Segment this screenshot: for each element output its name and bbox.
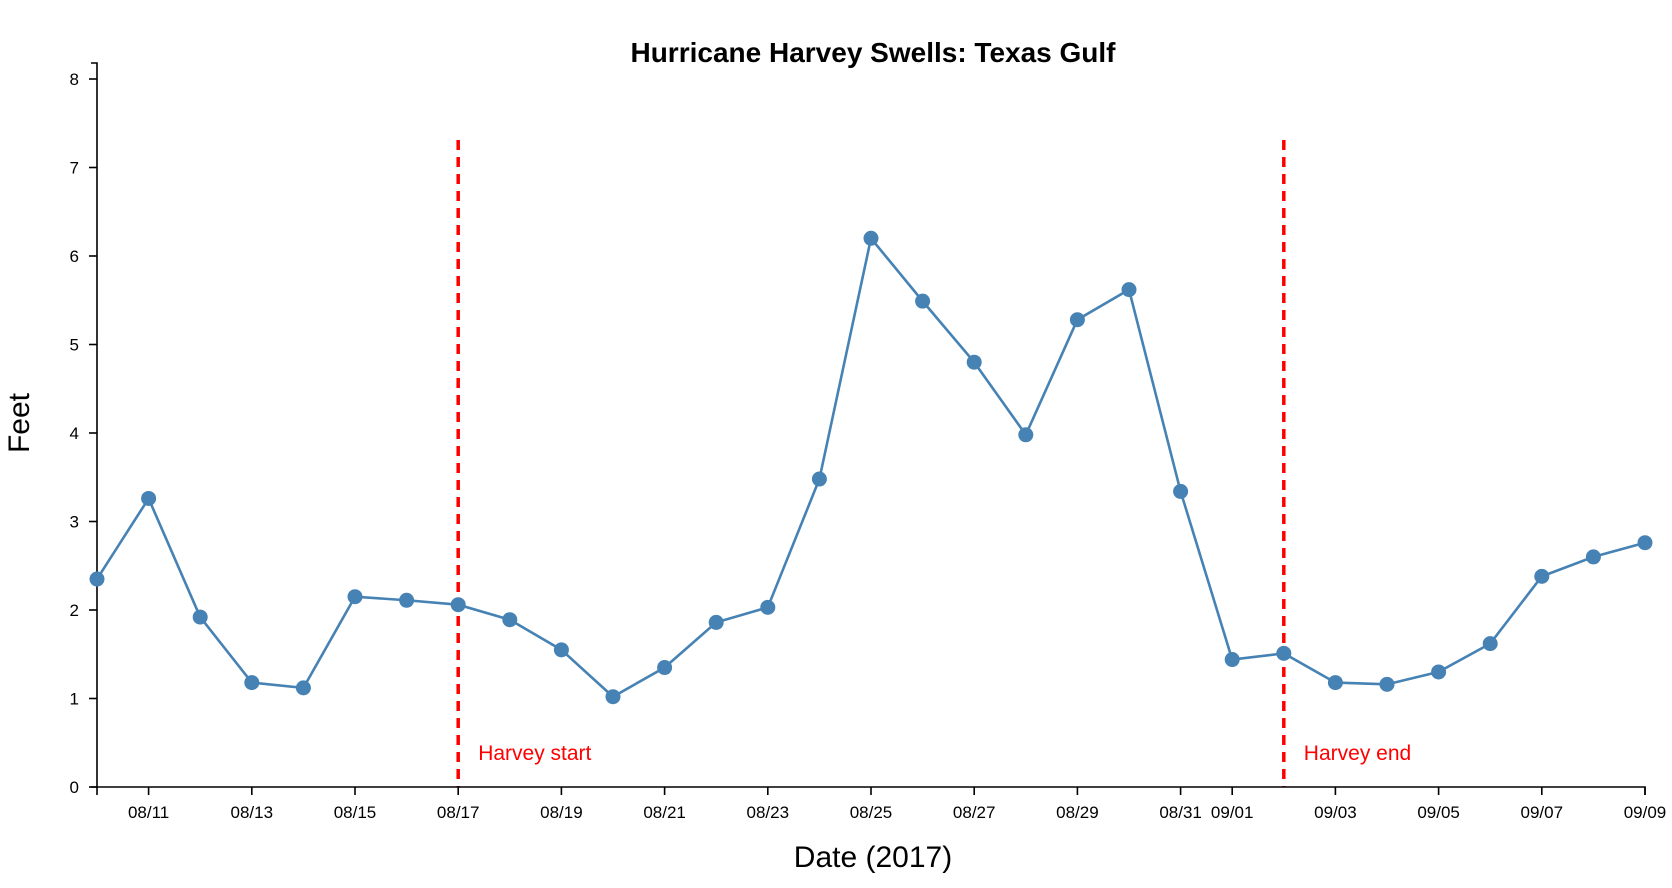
chart-title: Hurricane Harvey Swells: Texas Gulf	[630, 37, 1116, 68]
y-tick-label: 1	[70, 690, 79, 709]
event-label: Harvey end	[1304, 742, 1411, 765]
data-point[interactable]	[1637, 535, 1653, 551]
data-point[interactable]	[1069, 312, 1085, 328]
y-tick-label: 3	[70, 513, 79, 532]
x-tick-label: 09/09	[1624, 803, 1667, 822]
x-tick-label: 08/13	[231, 803, 274, 822]
x-tick-label: 08/21	[643, 803, 686, 822]
data-point[interactable]	[1585, 549, 1601, 565]
x-tick-label: 08/15	[334, 803, 377, 822]
x-tick-label: 09/07	[1521, 803, 1564, 822]
x-tick-label: 08/11	[128, 803, 169, 822]
x-tick-label: 08/17	[437, 803, 480, 822]
y-axis-line	[91, 62, 98, 788]
x-tick-label: 08/23	[747, 803, 790, 822]
data-point[interactable]	[553, 642, 569, 658]
y-axis-title: Feet	[3, 392, 36, 453]
data-point[interactable]	[295, 680, 311, 696]
y-tick-label: 5	[70, 336, 79, 355]
x-tick-label: 08/29	[1056, 803, 1099, 822]
y-tick-label: 8	[70, 70, 79, 89]
data-point[interactable]	[1018, 427, 1034, 443]
data-point[interactable]	[863, 230, 879, 246]
x-tick-label: 09/05	[1417, 803, 1460, 822]
y-tick-label: 4	[70, 424, 79, 443]
data-point[interactable]	[708, 614, 724, 630]
data-point[interactable]	[347, 589, 363, 605]
y-tick-label: 0	[70, 778, 79, 797]
x-tick-label: 09/03	[1314, 803, 1357, 822]
data-point[interactable]	[1431, 664, 1447, 680]
series-layer	[89, 230, 1653, 705]
data-point[interactable]	[502, 612, 518, 628]
y-tick-label: 2	[70, 601, 79, 620]
y-tick-label: 6	[70, 247, 79, 266]
data-point[interactable]	[760, 599, 776, 615]
event-annotations: Harvey start Harvey end	[456, 140, 1411, 787]
axes: 0 1 2 3 4 5 6 7 8 08/11 08/13 08/15 08/17 08/19 08/21 0…	[70, 62, 1667, 822]
data-point[interactable]	[1534, 568, 1550, 584]
data-point[interactable]	[605, 689, 621, 705]
data-point[interactable]	[1482, 636, 1498, 652]
data-point[interactable]	[244, 675, 260, 691]
data-point[interactable]	[1224, 652, 1240, 668]
data-point[interactable]	[1276, 645, 1292, 661]
x-axis-title: Date (2017)	[794, 841, 952, 874]
data-point[interactable]	[399, 592, 415, 608]
data-point[interactable]	[1327, 675, 1343, 691]
x-tick-label: 08/31	[1159, 803, 1202, 822]
data-point[interactable]	[966, 354, 982, 370]
data-point[interactable]	[89, 571, 105, 587]
data-point[interactable]	[450, 597, 466, 613]
x-tick-label: 09/01	[1211, 803, 1254, 822]
x-tick-label: 08/25	[850, 803, 893, 822]
data-point[interactable]	[1379, 676, 1395, 692]
data-point[interactable]	[192, 609, 208, 625]
x-tick-label: 08/19	[540, 803, 583, 822]
data-point[interactable]	[811, 471, 827, 487]
event-label: Harvey start	[478, 742, 591, 765]
data-point[interactable]	[1173, 483, 1189, 499]
x-tick-label: 08/27	[953, 803, 996, 822]
y-tick-label: 7	[70, 159, 79, 178]
data-point[interactable]	[657, 660, 673, 676]
series-line	[95, 235, 1646, 699]
data-point[interactable]	[1121, 282, 1137, 298]
data-point[interactable]	[141, 490, 157, 506]
data-point[interactable]	[915, 293, 931, 309]
